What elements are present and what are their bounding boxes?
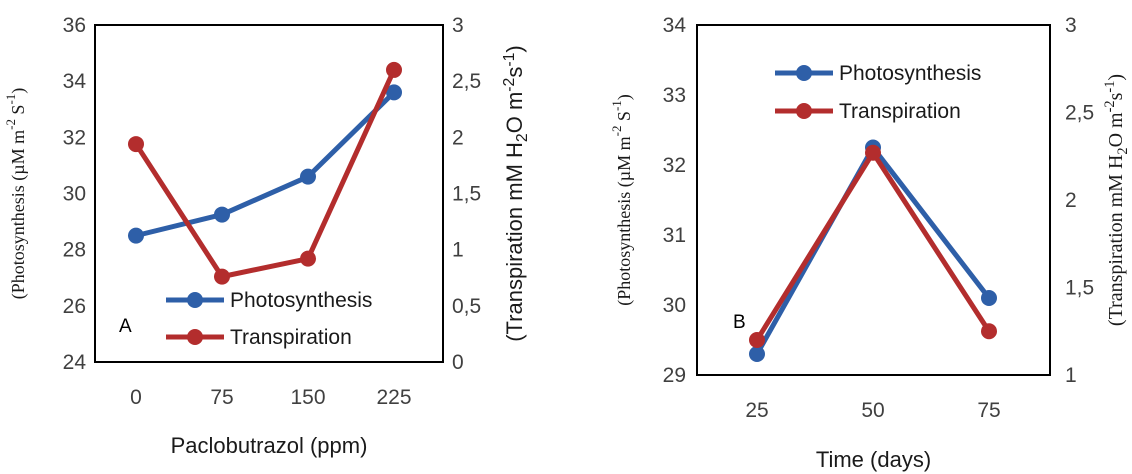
y-right-axis-title-text: (Transpiration mM H2O m-2s-1) [1102, 74, 1131, 326]
data-point [981, 323, 997, 340]
x-tick-label: 150 [290, 386, 325, 409]
data-point [300, 168, 316, 185]
x-tick-label: 75 [210, 386, 233, 409]
y-left-axis-title-text: (Photosynthesis (µM m-2 S-1) [3, 88, 29, 300]
series-line [133, 68, 397, 280]
y-left-axis-title: (Photosynthesis (µM m-2 S-1) [609, 94, 635, 306]
y-left-tick-label: 32 [663, 154, 686, 177]
data-point [214, 206, 230, 223]
data-point [749, 346, 765, 362]
y-right-tick-label: 1,5 [452, 183, 481, 206]
data-point [214, 268, 230, 285]
series-line [135, 90, 396, 239]
y-left-tick-label: 34 [663, 14, 687, 37]
y-right-tick-label: 2 [452, 126, 464, 149]
y-left-axis-title-text: (Photosynthesis (µM m-2 S-1) [609, 94, 635, 306]
plot-frame [696, 24, 1051, 376]
x-tick-label: 0 [130, 386, 142, 409]
data-point [128, 227, 144, 244]
y-right-tick-label: 2 [1065, 189, 1077, 212]
y-left-tick-label: 28 [63, 239, 86, 262]
legend-marker [187, 329, 203, 345]
series-line [754, 150, 992, 342]
y-right-tick-label: 1 [452, 239, 464, 262]
x-axis-title: Time (days) [816, 447, 931, 472]
series-line [754, 145, 991, 356]
panel-label: B [733, 312, 746, 333]
y-left-tick-label: 30 [63, 183, 86, 206]
legend-label: Photosynthesis [230, 289, 372, 312]
legend-entry-photosynthesis: Photosynthesis [166, 289, 372, 312]
chart-panel-B: 29 30 31 32 33 34 1 1,5 2 2,5 3 25 50 75 Time (days) Ph… [663, 14, 1095, 472]
y-left-tick-label: 29 [663, 364, 686, 387]
data-point [981, 290, 997, 306]
y-right-tick-label: 1 [1065, 364, 1077, 387]
x-tick-label: 75 [977, 399, 1000, 422]
legend-label: Transpiration [230, 326, 352, 349]
y-left-tick-label: 30 [663, 294, 686, 317]
y-left-tick-label: 31 [663, 224, 686, 247]
y-right-axis-title: (Transpiration mM H2O m-2s-1) [501, 45, 531, 342]
series-transpiration [128, 61, 402, 285]
legend-entry-transpiration: Transpiration [166, 326, 352, 349]
y-right-tick-label: 0,5 [452, 295, 481, 318]
y-left-tick-label: 24 [63, 351, 87, 374]
x-tick-label: 225 [376, 386, 411, 409]
data-point [128, 136, 144, 153]
data-point [749, 332, 765, 348]
legend-marker [187, 292, 203, 308]
y-left-axis-title: (Photosynthesis (µM m-2 S-1) [3, 88, 29, 300]
legend-label: Photosynthesis [839, 62, 981, 85]
y-right-tick-label: 2,5 [1065, 102, 1094, 125]
y-left-tick-label: 32 [63, 126, 86, 149]
panel-label: A [119, 316, 132, 337]
legend-entry-transpiration: Transpiration [775, 100, 961, 123]
y-right-tick-label: 2,5 [452, 70, 481, 93]
y-right-tick-label: 3 [1065, 14, 1077, 37]
data-point [865, 144, 881, 161]
x-tick-label: 25 [745, 399, 768, 422]
data-point [386, 61, 402, 78]
series-transpiration [749, 144, 997, 348]
x-axis-title: Paclobutrazol (ppm) [171, 433, 368, 458]
series-photosynthesis [128, 84, 402, 244]
y-left-tick-label: 34 [63, 70, 87, 93]
series-photosynthesis [749, 139, 997, 362]
legend-marker [796, 65, 812, 81]
y-right-tick-label: 1,5 [1065, 277, 1094, 300]
y-left-tick-label: 26 [63, 295, 86, 318]
plot-frame [94, 24, 444, 363]
y-right-axis-title: (Transpiration mM H2O m-2s-1) [1102, 74, 1131, 326]
data-point [386, 84, 402, 101]
legend-marker [796, 103, 812, 119]
y-right-tick-label: 0 [452, 351, 464, 374]
x-tick-label: 50 [861, 399, 884, 422]
legend-label: Transpiration [839, 100, 961, 123]
data-point [300, 250, 316, 267]
y-left-tick-label: 33 [663, 84, 686, 107]
legend-entry-photosynthesis: Photosynthesis [775, 62, 981, 85]
y-right-tick-label: 3 [452, 14, 464, 37]
y-right-axis-title-text: (Transpiration mM H2O m-2s-1) [501, 45, 531, 342]
y-left-tick-label: 36 [63, 14, 86, 37]
